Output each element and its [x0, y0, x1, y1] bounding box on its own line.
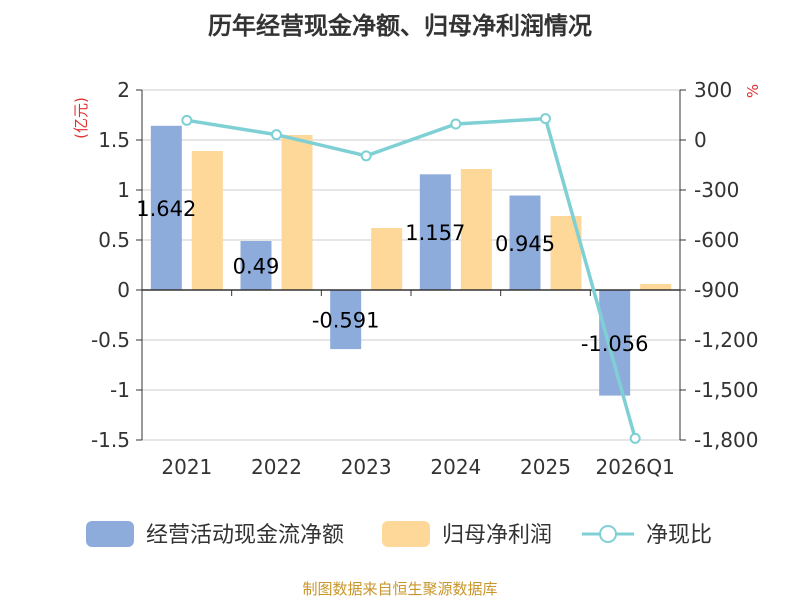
right-tick-label: 300 [694, 78, 732, 102]
cash-flow-bar [599, 290, 631, 396]
net-cash-ratio-point [181, 114, 193, 126]
net-profit-bar [640, 284, 672, 290]
cash-flow-data-label: -0.591 [312, 309, 380, 333]
chart-title: 历年经营现金净额、归母净利润情况 [208, 12, 592, 40]
legend-item-net-cash-ratio: 净现比 [582, 523, 712, 548]
right-tick-label: -1,500 [694, 378, 758, 402]
source-note: 制图数据来自恒生聚源数据库 [302, 580, 498, 598]
net-profit-bar [191, 151, 223, 290]
cash-flow-bar [240, 241, 272, 290]
right-tick-label: 0 [694, 128, 707, 152]
x-tick-label: 2026Q1 [595, 455, 674, 479]
right-axis-unit: % [744, 84, 762, 98]
cash-flow-bar [330, 290, 362, 350]
cash-flow-bar [150, 125, 182, 290]
net-cash-ratio-point [629, 432, 641, 444]
net-cash-ratio-line [186, 116, 637, 439]
cash-flow-bar [419, 174, 451, 290]
legend-label: 归母净利润 [442, 523, 552, 548]
left-tick-label: -1 [110, 378, 130, 402]
net-profit-bar [281, 135, 313, 290]
legend-item-net-profit: 归母净利润 [382, 521, 552, 548]
left-tick-label: 1.5 [98, 128, 130, 152]
x-tick-label: 2023 [341, 455, 392, 479]
cash-flow-data-label: 1.157 [405, 221, 465, 245]
cash-flow-data-label: 1.642 [136, 197, 196, 221]
cash-flow-data-label: -1.056 [581, 332, 649, 356]
legend-swatch [86, 521, 134, 547]
left-axis-unit: (亿元) [72, 97, 90, 139]
axis-layer: 2 1.5 1 0.5 0 -0.5 -1 -1.5 300 0 -300 -600 -900 -1,20… [72, 78, 762, 479]
line-layer [181, 113, 641, 444]
net-cash-ratio-point [450, 118, 462, 130]
right-tick-label: -900 [694, 278, 739, 302]
legend-label: 经营活动现金流净额 [146, 523, 344, 548]
right-tick-label: -600 [694, 228, 739, 252]
x-tick-label: 2025 [520, 455, 571, 479]
cash-flow-data-label: 0.945 [495, 232, 555, 256]
right-tick-label: -300 [694, 178, 739, 202]
left-tick-label: 0.5 [98, 228, 130, 252]
legend: 经营活动现金流净额 归母净利润 净现比 [86, 521, 712, 548]
right-tick-label: -1,800 [694, 428, 758, 452]
legend-swatch [382, 521, 430, 547]
legend-item-cash-flow: 经营活动现金流净额 [86, 521, 344, 548]
left-tick-label: -0.5 [91, 328, 130, 352]
left-tick-label: 1 [117, 178, 130, 202]
net-cash-ratio-point [360, 150, 372, 162]
x-tick-label: 2021 [161, 455, 212, 479]
net-profit-bar [460, 169, 492, 290]
left-tick-label: -1.5 [91, 428, 130, 452]
net-cash-ratio-point [540, 113, 551, 125]
x-tick-label: 2024 [430, 455, 481, 479]
cash-flow-data-label: 0.49 [233, 255, 280, 279]
cash-flow-bar [509, 195, 541, 290]
x-tick-label: 2022 [251, 455, 302, 479]
bar-layer [150, 125, 672, 396]
left-tick-label: 0 [117, 278, 130, 302]
net-profit-bar [371, 228, 403, 290]
net-cash-ratio-point [271, 129, 282, 141]
legend-label: 净现比 [646, 523, 712, 548]
legend-swatch-marker [599, 525, 617, 543]
right-tick-label: -1,200 [694, 328, 758, 352]
left-tick-label: 2 [117, 78, 130, 102]
label-layer: 1.642 0.49 -0.591 1.157 0.945 -1.056 [136, 197, 648, 356]
